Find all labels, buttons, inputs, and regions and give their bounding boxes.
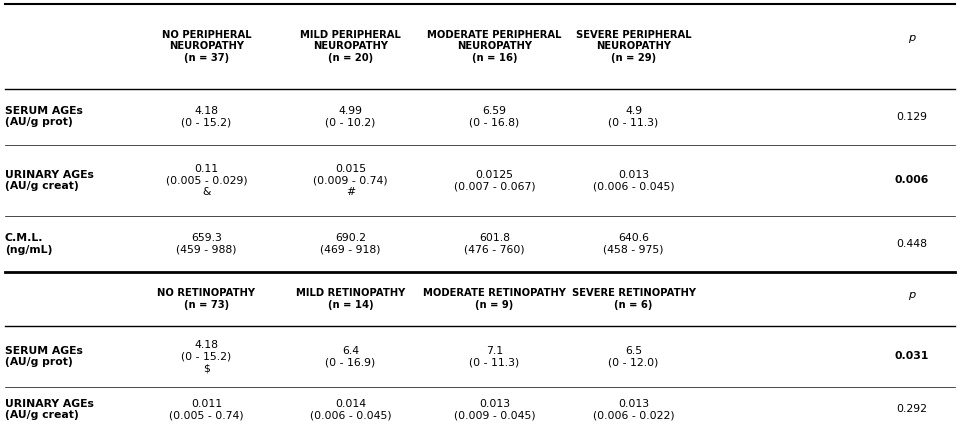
Text: p: p [908, 33, 916, 43]
Text: 0.0125
(0.007 - 0.067): 0.0125 (0.007 - 0.067) [453, 170, 536, 191]
Text: SERUM AGEs
(AU/g prot): SERUM AGEs (AU/g prot) [5, 346, 83, 367]
Text: 0.013
(0.009 - 0.045): 0.013 (0.009 - 0.045) [453, 399, 536, 420]
Text: 0.448: 0.448 [897, 239, 927, 249]
Text: MILD RETINOPATHY
(n = 14): MILD RETINOPATHY (n = 14) [296, 289, 405, 310]
Text: MILD PERIPHERAL
NEUROPATHY
(n = 20): MILD PERIPHERAL NEUROPATHY (n = 20) [300, 30, 401, 63]
Text: 4.18
(0 - 15.2)
$: 4.18 (0 - 15.2) $ [181, 340, 231, 373]
Text: 6.59
(0 - 16.8): 6.59 (0 - 16.8) [469, 106, 519, 127]
Text: 4.18
(0 - 15.2): 4.18 (0 - 15.2) [181, 106, 231, 127]
Text: p: p [908, 290, 916, 300]
Text: URINARY AGEs
(AU/g creat): URINARY AGEs (AU/g creat) [5, 399, 94, 420]
Text: C.M.L.
(ng/mL): C.M.L. (ng/mL) [5, 233, 52, 255]
Text: 0.013
(0.006 - 0.022): 0.013 (0.006 - 0.022) [592, 399, 675, 420]
Text: 0.292: 0.292 [897, 404, 927, 414]
Text: 6.4
(0 - 16.9): 6.4 (0 - 16.9) [325, 346, 375, 367]
Text: 7.1
(0 - 11.3): 7.1 (0 - 11.3) [469, 346, 519, 367]
Text: 640.6
(458 - 975): 640.6 (458 - 975) [603, 233, 664, 255]
Text: MODERATE PERIPHERAL
NEUROPATHY
(n = 16): MODERATE PERIPHERAL NEUROPATHY (n = 16) [427, 30, 562, 63]
Text: 0.014
(0.006 - 0.045): 0.014 (0.006 - 0.045) [309, 399, 392, 420]
Text: 0.015
(0.009 - 0.74)
#: 0.015 (0.009 - 0.74) # [313, 164, 388, 197]
Text: 690.2
(469 - 918): 690.2 (469 - 918) [320, 233, 381, 255]
Text: NO PERIPHERAL
NEUROPATHY
(n = 37): NO PERIPHERAL NEUROPATHY (n = 37) [161, 30, 252, 63]
Text: SEVERE RETINOPATHY
(n = 6): SEVERE RETINOPATHY (n = 6) [571, 289, 696, 310]
Text: 4.9
(0 - 11.3): 4.9 (0 - 11.3) [609, 106, 659, 127]
Text: 6.5
(0 - 12.0): 6.5 (0 - 12.0) [609, 346, 659, 367]
Text: URINARY AGEs
(AU/g creat): URINARY AGEs (AU/g creat) [5, 170, 94, 191]
Text: 0.11
(0.005 - 0.029)
&: 0.11 (0.005 - 0.029) & [165, 164, 248, 197]
Text: 659.3
(459 - 988): 659.3 (459 - 988) [176, 233, 237, 255]
Text: 0.013
(0.006 - 0.045): 0.013 (0.006 - 0.045) [592, 170, 675, 191]
Text: MODERATE RETINOPATHY
(n = 9): MODERATE RETINOPATHY (n = 9) [423, 289, 565, 310]
Text: 0.006: 0.006 [895, 175, 929, 185]
Text: NO RETINOPATHY
(n = 73): NO RETINOPATHY (n = 73) [157, 289, 255, 310]
Text: 0.011
(0.005 - 0.74): 0.011 (0.005 - 0.74) [169, 399, 244, 420]
Text: 601.8
(476 - 760): 601.8 (476 - 760) [464, 233, 525, 255]
Text: SEVERE PERIPHERAL
NEUROPATHY
(n = 29): SEVERE PERIPHERAL NEUROPATHY (n = 29) [576, 30, 691, 63]
Text: 0.031: 0.031 [895, 351, 929, 362]
Text: SERUM AGEs
(AU/g prot): SERUM AGEs (AU/g prot) [5, 106, 83, 127]
Text: 0.129: 0.129 [897, 111, 927, 122]
Text: 4.99
(0 - 10.2): 4.99 (0 - 10.2) [325, 106, 375, 127]
